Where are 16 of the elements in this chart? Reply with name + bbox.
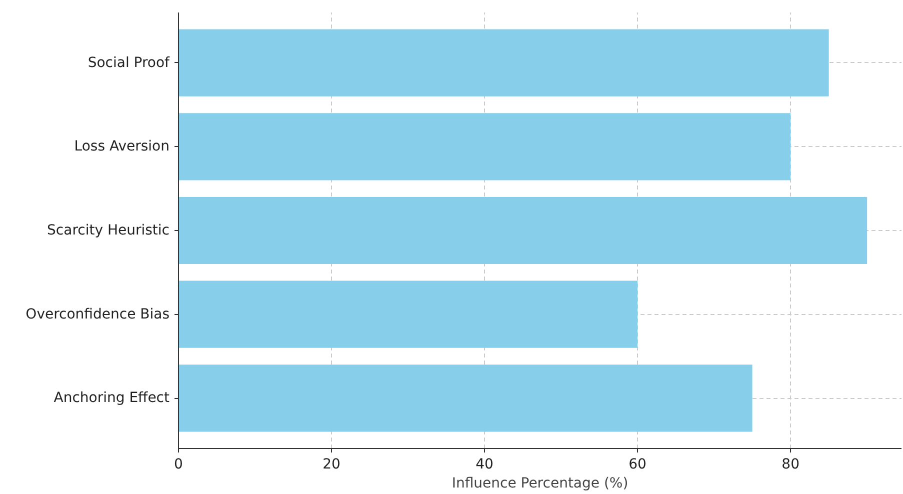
x-tick-label: 0 [174, 456, 183, 472]
bar [178, 196, 868, 264]
bar [178, 364, 752, 432]
y-tick-label: Loss Aversion [74, 138, 170, 155]
x-tick-label: 80 [782, 456, 800, 472]
y-tick-label: Anchoring Effect [54, 390, 170, 406]
x-tick-label: 40 [476, 456, 494, 472]
bar [178, 29, 829, 96]
x-axis-title: Influence Percentage (%) [452, 476, 628, 492]
x-tick-label: 60 [628, 456, 646, 472]
x-tick-label: 20 [322, 456, 340, 472]
y-tick-label: Scarcity Heuristic [47, 222, 170, 238]
y-tick-label: Overconfidence Bias [26, 306, 170, 322]
y-tick-label: Social Proof [88, 54, 171, 71]
bar [178, 113, 791, 180]
bar [178, 280, 638, 348]
